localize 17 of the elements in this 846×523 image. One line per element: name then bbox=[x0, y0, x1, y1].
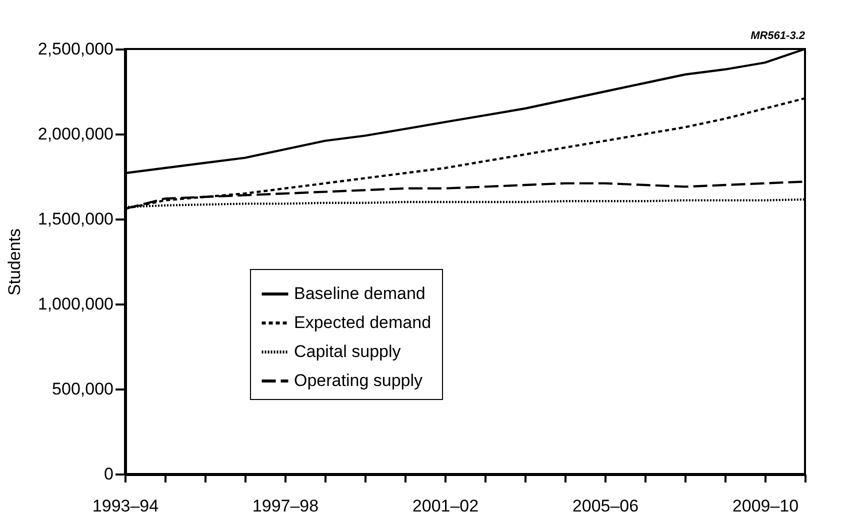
legend-label: Expected demand bbox=[294, 313, 432, 332]
x-tick-label: 1997–98 bbox=[252, 496, 319, 516]
y-tick-label: 0 bbox=[104, 464, 114, 484]
y-axis-title: Students bbox=[4, 228, 24, 296]
x-tick-label: 2009–10 bbox=[732, 496, 799, 516]
text: MR561-3.2 bbox=[750, 30, 805, 42]
y-tick-label: 2,000,000 bbox=[38, 124, 114, 144]
legend-label: Capital supply bbox=[294, 342, 402, 361]
x-tick-label: 1993–94 bbox=[92, 496, 159, 516]
y-tick-label: 2,500,000 bbox=[38, 40, 114, 58]
legend-label: Operating supply bbox=[294, 371, 424, 390]
y-tick-label: 1,000,000 bbox=[38, 294, 114, 314]
x-tick-label: 2001–02 bbox=[412, 496, 479, 516]
y-tick-label: 1,500,000 bbox=[38, 210, 114, 228]
legend-label: Baseline demand bbox=[294, 284, 426, 303]
y-tick-label: 500,000 bbox=[52, 380, 114, 398]
x-tick-label: 2005–06 bbox=[572, 496, 639, 516]
